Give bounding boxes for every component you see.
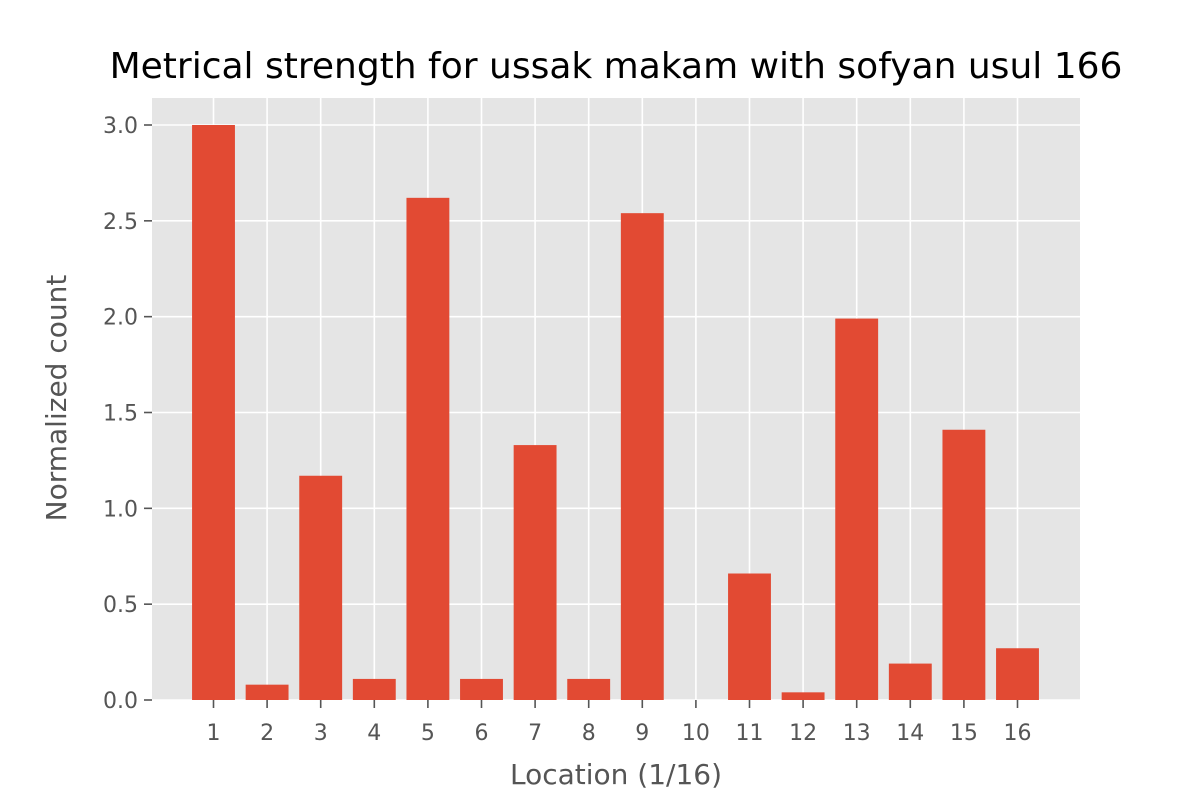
bar-15 bbox=[942, 429, 986, 700]
y-axis-label: Normalized count bbox=[40, 275, 73, 522]
x-tick-label: 2 bbox=[260, 721, 274, 746]
bars bbox=[192, 125, 1039, 701]
x-tick-label: 12 bbox=[789, 721, 817, 746]
bar-6 bbox=[460, 678, 503, 700]
bar-5 bbox=[406, 197, 450, 701]
y-tick-label: 2.5 bbox=[103, 210, 138, 235]
y-tick-label: 0.5 bbox=[103, 593, 138, 618]
x-tick-label: 15 bbox=[950, 721, 978, 746]
bar-12 bbox=[781, 692, 825, 700]
bar-13 bbox=[835, 318, 879, 700]
y-tick-label: 2.0 bbox=[103, 306, 138, 331]
bar-3 bbox=[299, 475, 343, 700]
y-tick-label: 0.0 bbox=[103, 689, 138, 714]
x-tick-label: 10 bbox=[682, 721, 710, 746]
x-tick-label: 4 bbox=[367, 721, 381, 746]
y-tick-label: 1.0 bbox=[103, 497, 138, 522]
bar-4 bbox=[352, 678, 396, 700]
bar-11 bbox=[728, 573, 771, 700]
bar-14 bbox=[888, 663, 932, 700]
x-tick-label: 11 bbox=[736, 721, 764, 746]
x-tick-label: 13 bbox=[843, 721, 871, 746]
y-tick-label: 1.5 bbox=[103, 402, 138, 427]
x-axis-label: Location (1/16) bbox=[510, 758, 722, 791]
y-ticks: 0.0 0.5 1.0 1.5 2.0 2.5 3.0 bbox=[103, 114, 152, 714]
bar-8 bbox=[567, 678, 611, 700]
x-tick-label: 1 bbox=[207, 721, 221, 746]
x-ticks: 1 2 3 4 5 6 7 8 9 10 11 12 13 14 15 16 bbox=[207, 700, 1032, 746]
bar-7 bbox=[513, 445, 557, 700]
y-tick-label: 3.0 bbox=[103, 114, 138, 139]
x-tick-label: 14 bbox=[896, 721, 924, 746]
x-tick-label: 16 bbox=[1004, 721, 1032, 746]
x-tick-label: 5 bbox=[421, 721, 435, 746]
plot-area bbox=[152, 98, 1080, 700]
bar-9 bbox=[620, 213, 664, 700]
chart-title: Metrical strength for ussak makam with s… bbox=[110, 46, 1123, 87]
x-tick-label: 9 bbox=[635, 721, 649, 746]
x-tick-label: 8 bbox=[582, 721, 596, 746]
bar-2 bbox=[245, 684, 289, 700]
x-tick-label: 3 bbox=[314, 721, 328, 746]
bar-16 bbox=[996, 648, 1039, 700]
x-tick-label: 6 bbox=[475, 721, 489, 746]
x-tick-label: 7 bbox=[528, 721, 542, 746]
bar-1 bbox=[192, 125, 235, 700]
